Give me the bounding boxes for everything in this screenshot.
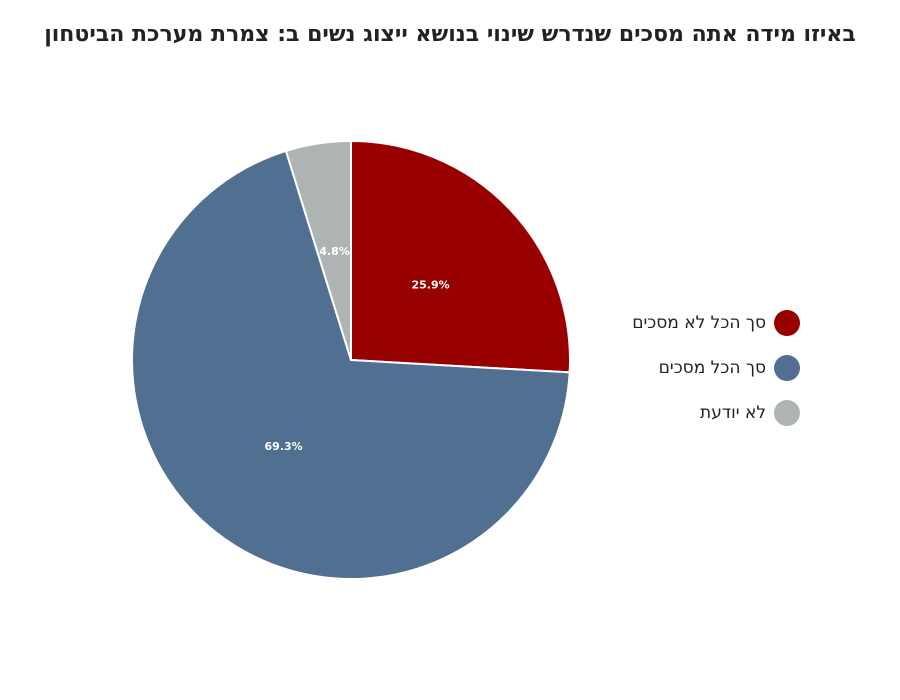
data-label-agree: 69.3%	[265, 440, 303, 453]
legend-item-disagree[interactable]: סך הכל לא מסכים	[632, 300, 800, 345]
data-label-disagree: 25.9%	[412, 278, 450, 291]
pie-slice-disagree[interactable]	[350, 140, 571, 374]
data-label-dont-know: 4.8%	[319, 245, 350, 258]
legend-label: לא יודעת	[700, 402, 766, 423]
legend-label: סך הכל לא מסכים	[632, 312, 766, 333]
legend-swatch	[774, 399, 800, 426]
pie-slice-dont-know[interactable]	[284, 140, 352, 361]
legend-swatch	[774, 354, 800, 381]
legend-item-dont-know[interactable]: לא יודעת	[632, 390, 800, 435]
legend-swatch	[774, 309, 800, 336]
pie-slices	[131, 140, 571, 580]
legend-item-agree[interactable]: סך הכל מסכים	[632, 345, 800, 390]
pie-slice-agree[interactable]	[131, 149, 571, 580]
chart-legend: סך הכל לא מסכים סך הכל מסכים לא יודעת	[632, 300, 800, 435]
legend-label: סך הכל מסכים	[658, 357, 766, 378]
pie-data-labels: 25.9% 69.3% 4.8%	[265, 245, 450, 453]
chart-title: באיזו מידה אתה מסכים שנדרש שינוי בנושא י…	[44, 22, 856, 47]
